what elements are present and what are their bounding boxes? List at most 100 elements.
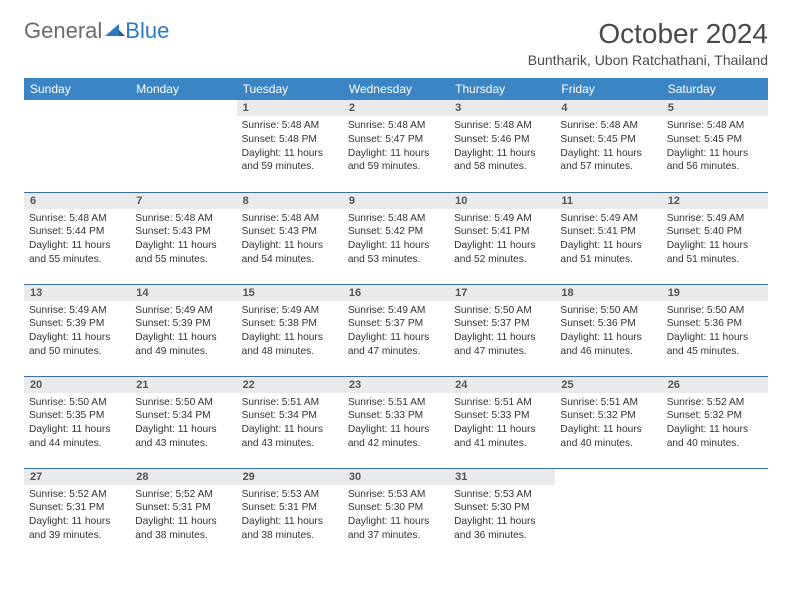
month-title: October 2024	[528, 18, 768, 50]
day-info: Sunrise: 5:53 AMSunset: 5:31 PMDaylight:…	[237, 485, 343, 548]
calendar-row: 27Sunrise: 5:52 AMSunset: 5:31 PMDayligh…	[24, 468, 768, 560]
calendar-cell: 16Sunrise: 5:49 AMSunset: 5:37 PMDayligh…	[343, 284, 449, 376]
calendar-body: 1Sunrise: 5:48 AMSunset: 5:48 PMDaylight…	[24, 100, 768, 560]
day-info: Sunrise: 5:48 AMSunset: 5:45 PMDaylight:…	[555, 116, 661, 179]
calendar-table: SundayMondayTuesdayWednesdayThursdayFrid…	[24, 78, 768, 560]
weekday-header: Sunday	[24, 78, 130, 100]
day-info: Sunrise: 5:49 AMSunset: 5:41 PMDaylight:…	[555, 209, 661, 272]
day-info: Sunrise: 5:48 AMSunset: 5:42 PMDaylight:…	[343, 209, 449, 272]
day-number: 3	[449, 100, 555, 116]
day-info: Sunrise: 5:49 AMSunset: 5:41 PMDaylight:…	[449, 209, 555, 272]
day-number: 6	[24, 193, 130, 209]
day-info: Sunrise: 5:48 AMSunset: 5:46 PMDaylight:…	[449, 116, 555, 179]
calendar-cell: 24Sunrise: 5:51 AMSunset: 5:33 PMDayligh…	[449, 376, 555, 468]
calendar-cell: 10Sunrise: 5:49 AMSunset: 5:41 PMDayligh…	[449, 192, 555, 284]
day-number: 30	[343, 469, 449, 485]
calendar-cell: 20Sunrise: 5:50 AMSunset: 5:35 PMDayligh…	[24, 376, 130, 468]
day-number: 7	[130, 193, 236, 209]
day-info: Sunrise: 5:50 AMSunset: 5:37 PMDaylight:…	[449, 301, 555, 364]
calendar-cell: 23Sunrise: 5:51 AMSunset: 5:33 PMDayligh…	[343, 376, 449, 468]
calendar-cell: 15Sunrise: 5:49 AMSunset: 5:38 PMDayligh…	[237, 284, 343, 376]
calendar-row: 20Sunrise: 5:50 AMSunset: 5:35 PMDayligh…	[24, 376, 768, 468]
day-number: 12	[662, 193, 768, 209]
day-info: Sunrise: 5:51 AMSunset: 5:33 PMDaylight:…	[343, 393, 449, 456]
title-block: October 2024 Buntharik, Ubon Ratchathani…	[528, 18, 768, 68]
day-info: Sunrise: 5:53 AMSunset: 5:30 PMDaylight:…	[343, 485, 449, 548]
weekday-header: Wednesday	[343, 78, 449, 100]
calendar-cell: 21Sunrise: 5:50 AMSunset: 5:34 PMDayligh…	[130, 376, 236, 468]
calendar-cell: 17Sunrise: 5:50 AMSunset: 5:37 PMDayligh…	[449, 284, 555, 376]
calendar-cell-empty	[555, 468, 661, 560]
calendar-cell: 9Sunrise: 5:48 AMSunset: 5:42 PMDaylight…	[343, 192, 449, 284]
weekday-header: Monday	[130, 78, 236, 100]
calendar-cell: 6Sunrise: 5:48 AMSunset: 5:44 PMDaylight…	[24, 192, 130, 284]
calendar-cell: 1Sunrise: 5:48 AMSunset: 5:48 PMDaylight…	[237, 100, 343, 192]
day-number: 10	[449, 193, 555, 209]
day-info: Sunrise: 5:51 AMSunset: 5:33 PMDaylight:…	[449, 393, 555, 456]
calendar-cell: 11Sunrise: 5:49 AMSunset: 5:41 PMDayligh…	[555, 192, 661, 284]
day-number: 4	[555, 100, 661, 116]
calendar-cell: 3Sunrise: 5:48 AMSunset: 5:46 PMDaylight…	[449, 100, 555, 192]
day-info: Sunrise: 5:49 AMSunset: 5:39 PMDaylight:…	[130, 301, 236, 364]
day-number: 24	[449, 377, 555, 393]
day-number: 9	[343, 193, 449, 209]
day-number: 28	[130, 469, 236, 485]
calendar-cell: 25Sunrise: 5:51 AMSunset: 5:32 PMDayligh…	[555, 376, 661, 468]
logo-text-general: General	[24, 18, 102, 44]
day-number: 19	[662, 285, 768, 301]
day-info: Sunrise: 5:51 AMSunset: 5:32 PMDaylight:…	[555, 393, 661, 456]
day-number: 22	[237, 377, 343, 393]
day-info: Sunrise: 5:48 AMSunset: 5:44 PMDaylight:…	[24, 209, 130, 272]
day-number: 21	[130, 377, 236, 393]
day-info: Sunrise: 5:48 AMSunset: 5:45 PMDaylight:…	[662, 116, 768, 179]
day-number: 25	[555, 377, 661, 393]
day-number: 17	[449, 285, 555, 301]
calendar-cell: 22Sunrise: 5:51 AMSunset: 5:34 PMDayligh…	[237, 376, 343, 468]
calendar-cell: 12Sunrise: 5:49 AMSunset: 5:40 PMDayligh…	[662, 192, 768, 284]
calendar-cell: 13Sunrise: 5:49 AMSunset: 5:39 PMDayligh…	[24, 284, 130, 376]
calendar-cell: 14Sunrise: 5:49 AMSunset: 5:39 PMDayligh…	[130, 284, 236, 376]
day-info: Sunrise: 5:49 AMSunset: 5:39 PMDaylight:…	[24, 301, 130, 364]
calendar-cell: 29Sunrise: 5:53 AMSunset: 5:31 PMDayligh…	[237, 468, 343, 560]
weekday-header: Friday	[555, 78, 661, 100]
logo-text-blue: Blue	[125, 18, 169, 44]
day-info: Sunrise: 5:51 AMSunset: 5:34 PMDaylight:…	[237, 393, 343, 456]
calendar-cell: 31Sunrise: 5:53 AMSunset: 5:30 PMDayligh…	[449, 468, 555, 560]
calendar-cell-empty	[24, 100, 130, 192]
day-number: 2	[343, 100, 449, 116]
day-info: Sunrise: 5:50 AMSunset: 5:35 PMDaylight:…	[24, 393, 130, 456]
weekday-header-row: SundayMondayTuesdayWednesdayThursdayFrid…	[24, 78, 768, 100]
weekday-header: Thursday	[449, 78, 555, 100]
calendar-cell: 19Sunrise: 5:50 AMSunset: 5:36 PMDayligh…	[662, 284, 768, 376]
day-number: 5	[662, 100, 768, 116]
calendar-cell-empty	[130, 100, 236, 192]
day-number: 23	[343, 377, 449, 393]
calendar-cell: 26Sunrise: 5:52 AMSunset: 5:32 PMDayligh…	[662, 376, 768, 468]
calendar-cell: 2Sunrise: 5:48 AMSunset: 5:47 PMDaylight…	[343, 100, 449, 192]
location: Buntharik, Ubon Ratchathani, Thailand	[528, 52, 768, 68]
day-info: Sunrise: 5:52 AMSunset: 5:32 PMDaylight:…	[662, 393, 768, 456]
day-number: 11	[555, 193, 661, 209]
calendar-row: 6Sunrise: 5:48 AMSunset: 5:44 PMDaylight…	[24, 192, 768, 284]
day-number: 29	[237, 469, 343, 485]
calendar-cell: 18Sunrise: 5:50 AMSunset: 5:36 PMDayligh…	[555, 284, 661, 376]
calendar-cell: 8Sunrise: 5:48 AMSunset: 5:43 PMDaylight…	[237, 192, 343, 284]
day-info: Sunrise: 5:50 AMSunset: 5:36 PMDaylight:…	[662, 301, 768, 364]
calendar-cell: 5Sunrise: 5:48 AMSunset: 5:45 PMDaylight…	[662, 100, 768, 192]
day-info: Sunrise: 5:52 AMSunset: 5:31 PMDaylight:…	[130, 485, 236, 548]
day-number: 15	[237, 285, 343, 301]
day-number: 27	[24, 469, 130, 485]
calendar-cell: 28Sunrise: 5:52 AMSunset: 5:31 PMDayligh…	[130, 468, 236, 560]
day-info: Sunrise: 5:50 AMSunset: 5:36 PMDaylight:…	[555, 301, 661, 364]
calendar-cell-empty	[662, 468, 768, 560]
day-info: Sunrise: 5:49 AMSunset: 5:37 PMDaylight:…	[343, 301, 449, 364]
calendar-row: 13Sunrise: 5:49 AMSunset: 5:39 PMDayligh…	[24, 284, 768, 376]
day-info: Sunrise: 5:48 AMSunset: 5:43 PMDaylight:…	[237, 209, 343, 272]
day-info: Sunrise: 5:52 AMSunset: 5:31 PMDaylight:…	[24, 485, 130, 548]
day-number: 20	[24, 377, 130, 393]
calendar-cell: 27Sunrise: 5:52 AMSunset: 5:31 PMDayligh…	[24, 468, 130, 560]
day-info: Sunrise: 5:48 AMSunset: 5:48 PMDaylight:…	[237, 116, 343, 179]
day-info: Sunrise: 5:49 AMSunset: 5:38 PMDaylight:…	[237, 301, 343, 364]
day-info: Sunrise: 5:48 AMSunset: 5:47 PMDaylight:…	[343, 116, 449, 179]
day-number: 8	[237, 193, 343, 209]
